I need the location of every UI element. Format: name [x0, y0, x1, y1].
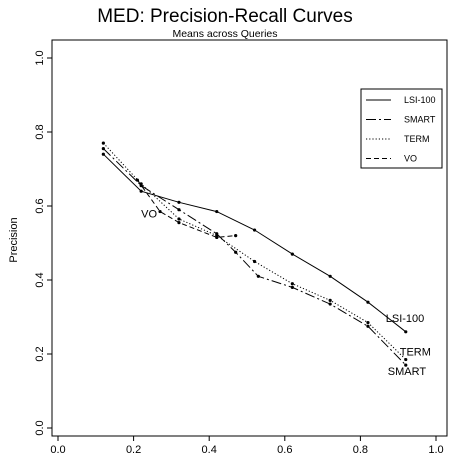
- data-point-smart: [290, 285, 294, 289]
- data-point-vo: [234, 234, 238, 238]
- series-lsi-100: [101, 152, 408, 334]
- y-tick-label: 1.0: [34, 50, 46, 65]
- data-point-term: [177, 217, 181, 221]
- series-vo: [135, 178, 238, 240]
- y-tick-label: 0.8: [34, 124, 46, 139]
- data-point-smart: [328, 302, 332, 306]
- data-point-smart: [177, 208, 181, 212]
- data-point-smart: [101, 147, 105, 151]
- x-tick-label: 1.0: [428, 444, 443, 456]
- data-point-lsi-100: [252, 228, 257, 232]
- legend-box: [360, 88, 443, 169]
- y-axis-label: Precision: [8, 217, 20, 262]
- x-tick-label: 0.4: [202, 444, 217, 456]
- data-point-vo: [177, 221, 181, 225]
- data-point-smart: [256, 274, 260, 278]
- series-layer: [101, 141, 408, 367]
- data-point-term: [404, 357, 408, 362]
- data-point-term: [328, 298, 332, 302]
- data-point-lsi-100: [328, 274, 332, 278]
- y-axis: 0.0 0.2 0.4 0.6 0.8 1.0: [34, 50, 52, 436]
- data-point-lsi-100: [215, 209, 219, 214]
- data-point-term: [139, 182, 143, 186]
- y-tick-label: 0.0: [34, 420, 46, 435]
- series-line-smart: [103, 148, 407, 366]
- data-point-smart: [404, 363, 408, 367]
- data-point-lsi-100: [177, 200, 181, 204]
- series-end-label: LSI-100: [386, 313, 425, 325]
- series-term: [101, 141, 408, 362]
- data-point-smart: [234, 250, 238, 254]
- legend-label: LSI-100: [404, 95, 436, 105]
- series-line-lsi-100: [103, 153, 407, 333]
- plot-frame: [51, 39, 448, 437]
- data-point-lsi-100: [139, 189, 143, 193]
- data-point-vo: [135, 178, 139, 182]
- data-point-vo: [215, 235, 219, 240]
- data-point-term: [252, 259, 257, 264]
- series-line-term: [103, 142, 407, 360]
- data-point-lsi-100: [366, 300, 370, 304]
- data-point-lsi-100: [101, 152, 105, 156]
- series-smart: [101, 147, 408, 367]
- data-point-vo: [158, 209, 162, 214]
- legend-label: SMART: [404, 115, 436, 125]
- series-end-label: VO: [141, 209, 157, 221]
- chart-title: MED: Precision-Recall Curves: [97, 6, 353, 27]
- legend-label: TERM: [404, 134, 430, 144]
- data-point-term: [290, 282, 294, 286]
- data-point-lsi-100: [404, 330, 408, 334]
- legend: LSI-100 SMART TERM VO: [360, 88, 443, 169]
- series-end-label: SMART: [388, 366, 427, 378]
- legend-label: VO: [404, 154, 417, 164]
- x-tick-label: 0.6: [277, 444, 292, 456]
- x-tick-label: 0.8: [353, 444, 368, 456]
- y-tick-label: 0.2: [34, 346, 46, 361]
- chart-subtitle: Means across Queries: [172, 28, 278, 40]
- data-point-term: [366, 320, 370, 325]
- series-end-label: TERM: [400, 347, 431, 359]
- data-point-term: [101, 141, 105, 145]
- end-labels: LSI-100 SMART TERM VO: [141, 209, 431, 379]
- y-tick-label: 0.6: [34, 198, 46, 213]
- x-tick-label: 0.0: [50, 444, 65, 456]
- y-tick-label: 0.4: [34, 272, 46, 287]
- x-tick-label: 0.2: [126, 444, 141, 456]
- data-point-lsi-100: [290, 252, 294, 256]
- data-point-smart: [366, 324, 370, 328]
- x-axis: 0.0 0.2 0.4 0.6 0.8 1.0: [50, 436, 444, 456]
